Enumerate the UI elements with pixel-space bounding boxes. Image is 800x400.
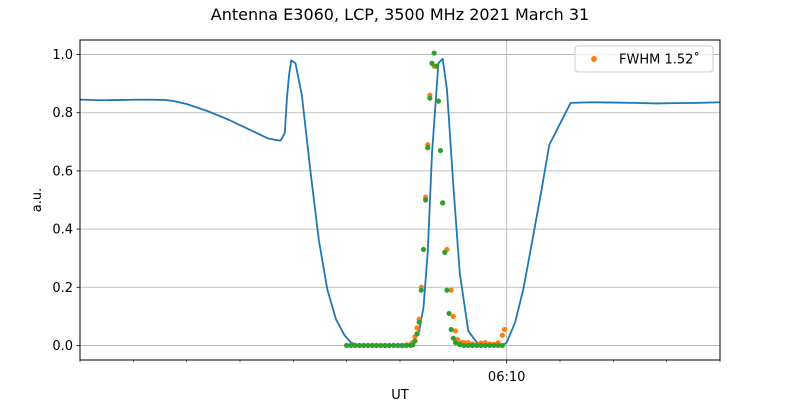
scatter-point bbox=[414, 331, 420, 337]
scatter-point bbox=[474, 342, 480, 349]
legend: FWHM 1.52˚ bbox=[574, 45, 714, 73]
scatter-point bbox=[469, 342, 476, 349]
scatter-point bbox=[450, 335, 456, 341]
scatter-point bbox=[344, 342, 350, 349]
scatter-point bbox=[348, 342, 354, 349]
scatter-point bbox=[412, 338, 418, 344]
scatter-point bbox=[399, 342, 405, 349]
scatter-point bbox=[435, 98, 441, 104]
scatter-point bbox=[352, 342, 358, 349]
scatter-point bbox=[448, 326, 454, 333]
y-tick-label: 1.0 bbox=[52, 48, 73, 63]
scatter-point bbox=[501, 326, 508, 333]
scatter-point bbox=[414, 325, 420, 331]
scatter-point bbox=[457, 341, 463, 348]
scatter-point bbox=[418, 287, 424, 293]
scatter-point bbox=[452, 328, 459, 334]
scatter-point bbox=[491, 342, 497, 349]
legend-label-fwhm: FWHM 1.52˚ bbox=[619, 52, 700, 68]
scatter-point bbox=[356, 342, 363, 349]
scatter-point bbox=[431, 50, 437, 56]
y-tick-label: 0.8 bbox=[52, 106, 73, 121]
y-tick-label: 0.2 bbox=[52, 281, 73, 296]
scatter-point bbox=[440, 200, 446, 206]
scatter-point bbox=[437, 147, 444, 154]
scatter-series-1 bbox=[344, 63, 508, 349]
scatter-point bbox=[410, 342, 416, 348]
series-layer bbox=[79, 50, 721, 349]
scatter-point bbox=[386, 342, 392, 349]
scatter-point bbox=[420, 246, 427, 253]
scatter-point bbox=[450, 313, 456, 319]
scatter-point bbox=[465, 342, 471, 349]
scatter-point bbox=[448, 287, 454, 293]
y-tick-label: 0.6 bbox=[52, 164, 73, 179]
plot-frame bbox=[79, 39, 721, 361]
scatter-point bbox=[482, 342, 488, 349]
scatter-point bbox=[425, 145, 431, 151]
axes: 0.0 0.2 0.4 0.6 0.8 1.0 06:10 bbox=[52, 48, 721, 385]
legend-marker-fwhm bbox=[591, 56, 597, 62]
x-axis-label: UT bbox=[391, 388, 409, 400]
scatter-point bbox=[382, 342, 388, 349]
scatter-point bbox=[478, 342, 484, 349]
scatter-point bbox=[361, 342, 367, 349]
y-tick-label: 0.0 bbox=[52, 339, 73, 354]
scatter-point bbox=[487, 342, 493, 349]
scatter-point bbox=[499, 342, 505, 349]
scatter-point bbox=[391, 342, 397, 349]
scatter-point bbox=[452, 339, 459, 346]
scatter-point bbox=[444, 287, 450, 293]
scatter-point bbox=[395, 342, 401, 349]
chart-title: Antenna E3060, LCP, 3500 MHz 2021 March … bbox=[211, 5, 589, 24]
scatter-point bbox=[373, 342, 380, 349]
scatter-point bbox=[427, 95, 433, 101]
scatter-series-2 bbox=[344, 50, 505, 349]
y-axis-label: a.u. bbox=[30, 188, 45, 212]
scatter-point bbox=[365, 342, 371, 349]
scatter-point bbox=[403, 342, 409, 349]
scatter-point bbox=[442, 249, 448, 255]
series-line-0 bbox=[79, 58, 721, 347]
scatter-point bbox=[446, 310, 452, 317]
x-tick-label: 06:10 bbox=[488, 370, 525, 385]
scatter-point bbox=[429, 60, 435, 66]
scatter-point bbox=[378, 342, 384, 349]
scatter-point bbox=[495, 342, 501, 349]
scatter-point bbox=[461, 342, 467, 349]
scatter-point bbox=[416, 319, 422, 325]
grid-lines bbox=[80, 40, 720, 360]
legend-frame bbox=[574, 45, 714, 73]
scatter-point bbox=[369, 342, 375, 349]
scatter-point bbox=[499, 332, 505, 338]
scatter-point bbox=[433, 63, 439, 69]
y-tick-label: 0.4 bbox=[52, 223, 73, 238]
scatter-point bbox=[423, 197, 429, 203]
